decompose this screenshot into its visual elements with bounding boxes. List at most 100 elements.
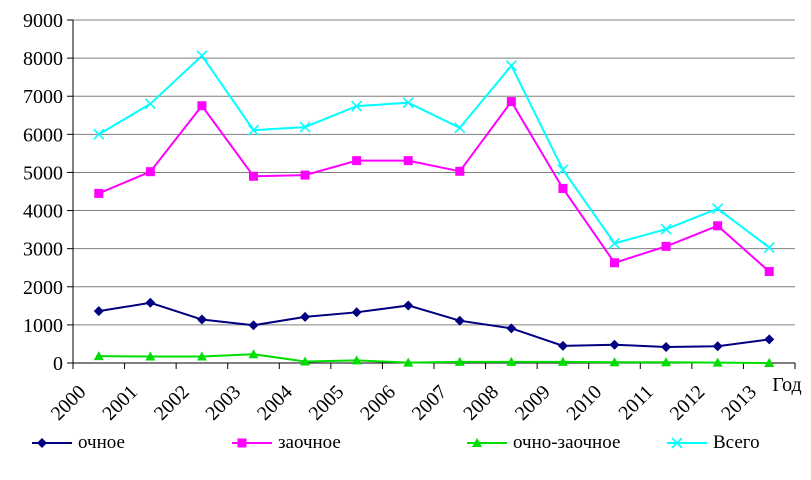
x-tick-label: 2006	[356, 381, 400, 425]
data-point	[506, 323, 517, 334]
x-tick-label: 2011	[614, 381, 657, 424]
data-point	[763, 241, 775, 254]
data-point	[506, 356, 517, 366]
data-point	[661, 357, 672, 367]
data-point	[506, 97, 516, 107]
data-point	[196, 50, 208, 62]
x-tick-label: 2005	[305, 381, 349, 425]
x-tick-label: 2004	[253, 381, 297, 425]
data-point	[609, 357, 620, 367]
series-line	[98, 99, 770, 273]
x-tick-label: 2003	[201, 381, 245, 425]
data-point	[712, 203, 724, 215]
series-line	[98, 301, 770, 348]
data-point	[248, 320, 259, 331]
data-point	[403, 156, 413, 166]
legend-swatch	[467, 438, 507, 447]
y-tick-label: 5000	[23, 162, 63, 184]
data-point	[197, 101, 207, 111]
data-point	[300, 311, 311, 322]
data-point	[352, 156, 362, 166]
legend-swatch	[232, 438, 272, 448]
data-point	[712, 357, 723, 367]
axes	[67, 19, 796, 369]
data-point	[557, 356, 568, 366]
y-tick-label: 8000	[23, 48, 63, 70]
x-tick-label: 2010	[562, 381, 606, 425]
data-point	[764, 267, 774, 277]
data-point	[455, 166, 465, 176]
y-tick-label: 1000	[23, 315, 63, 337]
y-tick-label: 9000	[23, 10, 63, 32]
data-point	[557, 340, 568, 351]
data-point	[403, 357, 414, 367]
y-tick-label: 7000	[23, 86, 63, 108]
x-tick-label: 2001	[98, 381, 142, 425]
x-axis-label: Год	[772, 374, 801, 396]
data-point	[93, 128, 105, 140]
data-point	[610, 258, 619, 268]
y-tick-label: 3000	[23, 239, 63, 261]
y-tick-label: 6000	[23, 124, 63, 146]
legend-swatch	[667, 437, 707, 449]
series-Всего	[93, 50, 775, 254]
legend-item: заочное	[230, 428, 341, 458]
x-tick-labels: 2000 2001 2002 2003 2004 2005 2006 2007 2008 2009…	[47, 381, 761, 425]
x-tick-label: 2009	[511, 381, 555, 425]
x-tick-label: 2008	[459, 381, 503, 425]
data-point	[37, 438, 47, 448]
legend-swatch	[32, 438, 72, 448]
series-заочное	[94, 97, 774, 277]
x-tick-label: 2007	[408, 381, 452, 425]
data-point	[403, 300, 414, 311]
legend-item: Всего	[665, 428, 760, 458]
data-point	[609, 339, 620, 350]
series-очно-заочное	[93, 349, 775, 367]
data-point	[351, 100, 363, 112]
data-point	[144, 98, 156, 110]
data-point	[93, 306, 104, 317]
data-point	[351, 307, 362, 318]
gridlines	[73, 19, 795, 326]
y-tick-label: 0	[53, 353, 63, 375]
data-point	[94, 188, 104, 198]
data-point	[558, 183, 568, 193]
x-tick-label: 2000	[47, 381, 91, 425]
y-tick-label: 4000	[23, 201, 63, 223]
legend-item: очно-заочное	[465, 428, 620, 458]
data-point	[454, 122, 466, 134]
data-point	[454, 315, 465, 326]
data-point	[454, 356, 465, 366]
y-tick-label: 2000	[23, 277, 63, 299]
legend-label: очное	[78, 432, 125, 453]
data-point	[608, 237, 621, 249]
data-point	[300, 170, 310, 180]
y-tick-labels: 0 1000 2000 3000 4000 5000 6000 7000 8000 9000	[23, 10, 63, 375]
data-point	[247, 124, 260, 136]
data-point	[712, 341, 723, 352]
data-point	[351, 355, 362, 365]
legend: очное заочное очно-заочное Всего	[0, 428, 811, 458]
x-tick-label: 2013	[717, 381, 761, 425]
data-point	[505, 60, 517, 72]
data-point	[196, 314, 207, 325]
data-point	[764, 334, 775, 345]
legend-label: заочное	[278, 432, 341, 453]
data-point	[237, 438, 247, 448]
data-point	[402, 97, 414, 109]
data-point	[660, 223, 672, 235]
data-point	[145, 351, 156, 361]
series-line	[98, 353, 770, 364]
data-point	[557, 164, 569, 176]
data-point	[145, 167, 155, 177]
data-point	[661, 341, 672, 352]
series-line	[98, 54, 770, 249]
data-point	[299, 121, 311, 133]
x-tick-label: 2012	[666, 381, 710, 425]
data-point	[196, 351, 207, 361]
data-point	[671, 437, 683, 449]
series-очное	[93, 297, 775, 352]
data-point	[764, 358, 775, 367]
data-point	[713, 221, 723, 231]
